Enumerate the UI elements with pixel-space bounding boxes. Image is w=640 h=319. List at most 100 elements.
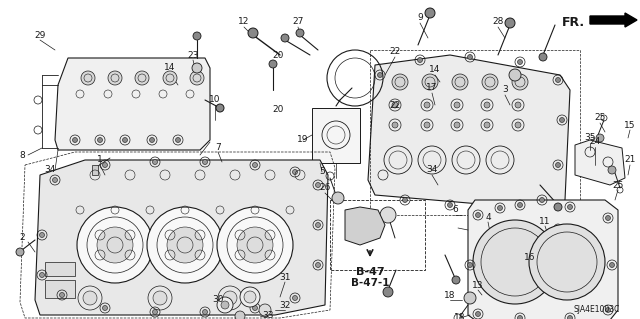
Text: 32: 32 [279,300,291,309]
Circle shape [380,207,396,223]
Circle shape [518,60,522,64]
Text: 35: 35 [584,133,596,143]
Text: FR.: FR. [561,16,584,28]
Bar [312,108,360,163]
Circle shape [452,276,460,284]
Circle shape [108,71,122,85]
Circle shape [217,207,293,283]
Text: 1: 1 [97,155,103,165]
Bar [330,200,425,270]
Text: 24: 24 [589,137,600,146]
Circle shape [16,248,24,256]
Bar [92,165,98,175]
Circle shape [392,74,408,90]
Circle shape [332,192,344,204]
Circle shape [383,287,393,297]
Circle shape [135,71,149,85]
Text: 18: 18 [454,314,466,319]
Circle shape [484,122,490,128]
Circle shape [163,71,177,85]
Circle shape [605,308,611,313]
Circle shape [447,203,452,207]
Circle shape [464,292,476,304]
Text: 17: 17 [426,84,438,93]
Text: 31: 31 [279,273,291,283]
Text: 15: 15 [624,121,636,130]
Text: SJA4E1003C: SJA4E1003C [574,306,620,315]
Text: 26: 26 [319,183,331,192]
Circle shape [476,212,481,218]
Circle shape [202,160,207,165]
Circle shape [316,222,321,227]
Polygon shape [55,58,210,150]
Text: 25: 25 [595,114,605,122]
Circle shape [609,263,614,268]
Circle shape [484,102,490,108]
Circle shape [122,137,127,143]
Polygon shape [35,160,328,315]
Circle shape [281,34,289,42]
Circle shape [467,263,472,268]
Circle shape [518,203,522,207]
Circle shape [193,32,201,40]
Circle shape [259,304,271,316]
Circle shape [240,287,260,307]
Circle shape [81,71,95,85]
Text: 6: 6 [452,205,458,214]
Circle shape [467,55,472,60]
Circle shape [152,160,157,165]
Circle shape [192,63,202,73]
Circle shape [454,122,460,128]
Circle shape [556,162,561,167]
Circle shape [40,272,45,278]
Circle shape [454,102,460,108]
Circle shape [253,162,257,167]
Circle shape [97,137,102,143]
Bar [45,262,75,276]
Circle shape [292,295,298,300]
Text: 5: 5 [319,167,325,176]
Circle shape [150,137,154,143]
Circle shape [518,315,522,319]
Text: 11: 11 [540,218,551,226]
Text: 29: 29 [35,31,45,40]
Circle shape [97,227,133,263]
Text: 19: 19 [297,136,308,145]
Text: 9: 9 [417,13,423,23]
Circle shape [473,220,557,304]
Polygon shape [345,207,385,245]
Text: 14: 14 [164,63,176,72]
Circle shape [223,291,237,305]
Circle shape [316,182,321,188]
Circle shape [217,297,233,313]
Text: 33: 33 [262,311,274,319]
Text: 12: 12 [238,18,250,26]
Circle shape [83,291,97,305]
Circle shape [72,137,77,143]
Polygon shape [468,200,618,319]
Text: 2: 2 [19,234,25,242]
Circle shape [497,205,502,211]
Text: 25: 25 [612,181,624,189]
Circle shape [392,122,398,128]
Text: 7: 7 [215,144,221,152]
Circle shape [147,207,223,283]
Circle shape [235,311,245,319]
Bar [370,50,580,215]
Circle shape [378,72,383,78]
Circle shape [509,69,521,81]
Circle shape [167,227,203,263]
Polygon shape [368,55,570,210]
Circle shape [452,74,468,90]
Circle shape [175,137,180,143]
Circle shape [476,311,481,316]
Circle shape [556,78,561,83]
Text: 23: 23 [188,50,198,60]
Text: B-47: B-47 [356,267,384,277]
Bar [45,280,75,298]
Text: B-47-1: B-47-1 [351,278,389,288]
Circle shape [60,293,65,298]
Circle shape [425,8,435,18]
Circle shape [568,204,573,210]
Circle shape [422,74,438,90]
